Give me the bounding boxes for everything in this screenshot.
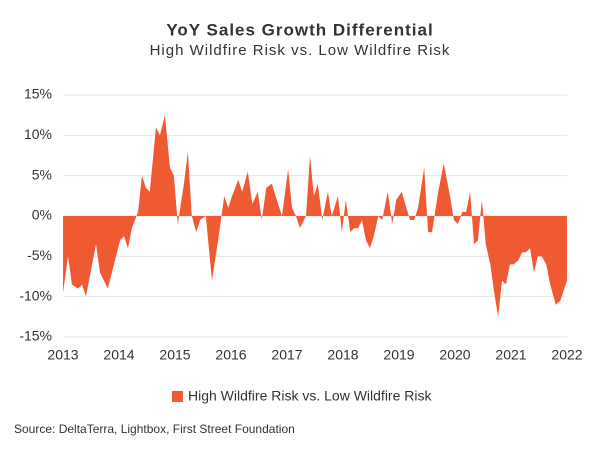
x-tick-label: 2022: [551, 347, 582, 363]
x-tick-label: 2018: [327, 347, 358, 363]
x-tick-label: 2017: [271, 347, 302, 363]
x-tick-label: 2014: [103, 347, 134, 363]
x-tick-label: 2019: [383, 347, 414, 363]
legend-label: High Wildfire Risk vs. Low Wildfire Risk: [188, 388, 432, 404]
y-tick-label: 15%: [24, 86, 52, 102]
y-tick-label: 5%: [32, 166, 52, 182]
y-tick-label: 0%: [32, 207, 52, 223]
x-tick-label: 2021: [495, 347, 526, 363]
x-tick-label: 2013: [47, 347, 78, 363]
chart-title: YoY Sales Growth Differential: [166, 20, 433, 39]
y-tick-label: -10%: [19, 287, 52, 303]
x-tick-label: 2016: [215, 347, 246, 363]
y-tick-label: -15%: [19, 328, 52, 344]
chart-subtitle: High Wildfire Risk vs. Low Wildfire Risk: [150, 42, 451, 59]
x-tick-label: 2015: [159, 347, 190, 363]
source-note: Source: DeltaTerra, Lightbox, First Stre…: [14, 422, 295, 436]
legend-swatch: [172, 391, 183, 402]
area: [63, 115, 567, 317]
y-tick-label: -5%: [27, 247, 52, 263]
x-tick-label: 2020: [439, 347, 470, 363]
y-tick-label: 10%: [24, 126, 52, 142]
